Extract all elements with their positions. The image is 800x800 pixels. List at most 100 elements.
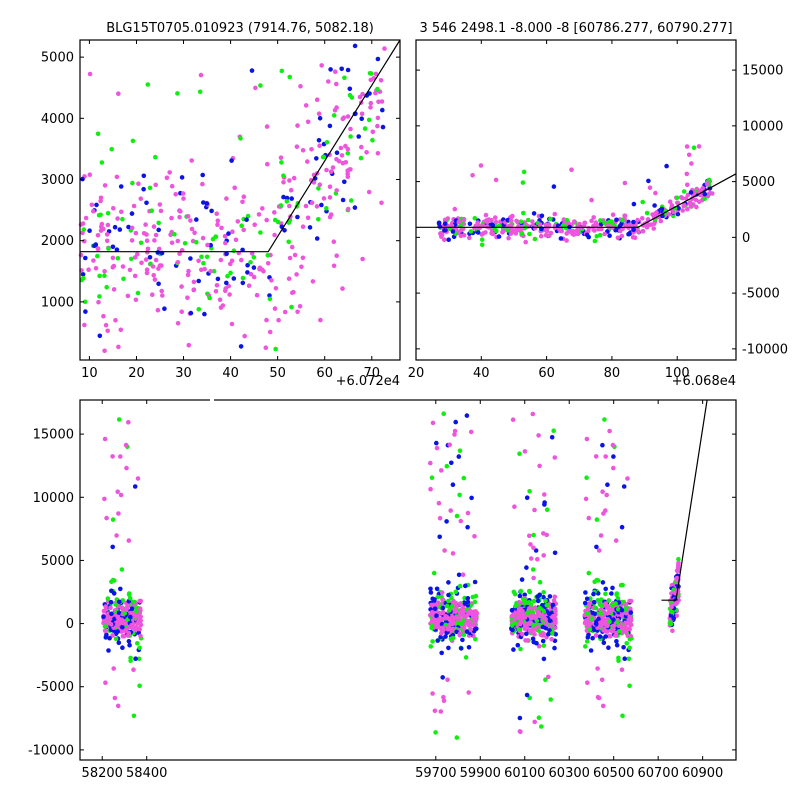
data-point [584,611,590,616]
data-point [542,500,547,505]
data-point [438,709,444,714]
data-point [687,201,692,206]
y-tick-label: -5000 [742,287,780,302]
data-point [111,666,116,671]
data-point [517,729,523,734]
data-point [535,598,541,604]
data-point [628,610,634,615]
data-point [162,306,167,312]
data-point [179,309,184,315]
y-tick-label: 10000 [742,119,783,134]
data-point [209,208,214,214]
data-point [595,694,601,700]
data-point [103,607,108,612]
data-point [584,618,589,623]
data-point [316,111,322,116]
data-point [479,242,485,248]
data-point [640,229,646,234]
data-point [334,157,339,162]
data-point [156,266,161,271]
data-point [286,276,292,282]
data-point [367,71,373,76]
data-point [685,192,691,198]
data-point [652,203,657,208]
data-point [510,627,515,633]
data-point [479,237,485,242]
y-tick-label: 0 [66,617,74,632]
data-point [204,201,210,206]
data-point [599,677,605,683]
data-point [460,572,466,577]
data-point [457,631,463,637]
data-point [535,556,540,562]
data-point [292,252,298,258]
data-point [675,565,681,571]
data-point [281,173,286,178]
data-point [189,226,195,232]
data-point [110,454,115,459]
data-point [619,233,625,239]
data-point [124,607,129,612]
data-point [448,508,454,513]
data-point [136,656,142,662]
data-point [244,217,249,222]
data-point [635,217,640,223]
data-point [446,598,451,604]
data-point [267,296,273,302]
data-point [607,219,612,225]
data-point [240,275,246,281]
x-tick-label: 20 [128,366,145,381]
data-point [117,227,123,232]
data-point [314,236,320,241]
data-point [319,63,325,68]
data-point [596,548,602,553]
data-point [522,449,528,454]
data-point [531,211,537,216]
data-point [248,271,254,277]
data-point [199,267,204,273]
data-point [439,650,445,656]
data-point [150,264,156,269]
data-point [553,632,558,637]
data-point [685,182,690,188]
data-point [598,611,604,617]
data-point [113,636,119,642]
data-point [674,613,679,619]
data-point [267,329,273,335]
data-point [470,622,476,628]
data-point [225,273,230,279]
data-point [130,180,135,186]
data-point [147,185,153,191]
data-point [530,219,535,224]
data-point [83,255,88,261]
data-point [542,492,547,497]
data-point [376,99,381,105]
data-point [169,183,175,189]
data-point [547,611,552,616]
data-point [219,225,224,231]
data-point [493,177,499,183]
data-point [298,84,303,89]
data-point [102,348,107,354]
data-point [314,204,320,209]
data-point [279,68,285,74]
data-point [600,580,606,585]
data-point [129,211,135,216]
data-point [540,638,546,644]
data-point [204,254,210,260]
data-point [252,222,257,227]
data-point [439,234,444,239]
data-point [624,610,629,616]
y-tick-label: 3000 [41,173,74,188]
data-point [627,231,632,237]
data-point [449,595,454,601]
data-point [352,43,358,49]
data-point [442,221,448,226]
data-point [375,86,380,92]
data-point [546,674,551,680]
data-point [430,691,435,696]
data-point [110,544,115,550]
data-point [83,309,88,314]
data-point [192,230,197,236]
data-point [532,236,538,242]
